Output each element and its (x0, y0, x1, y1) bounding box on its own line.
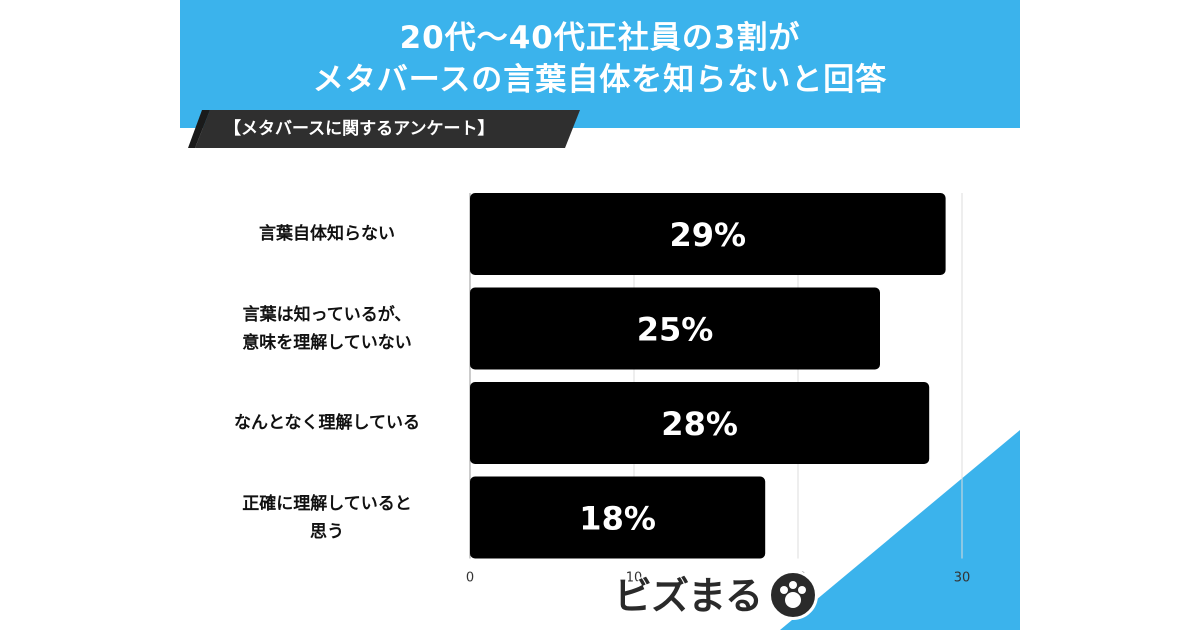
bar-value-label: 18% (579, 500, 656, 538)
bar-value-label: 29% (670, 216, 747, 254)
title-line-1: 20代〜40代正社員の3割が (399, 20, 801, 56)
category-label: 正確に理解していると 思う (192, 490, 462, 546)
category-label: 言葉自体知らない (192, 220, 462, 248)
category-label: 言葉は知っているが、 意味を理解していない (192, 301, 462, 357)
paw-icon (768, 570, 818, 620)
category-label-line: なんとなく理解している (234, 413, 420, 433)
bar-value-label: 25% (637, 311, 714, 349)
bar (470, 382, 930, 464)
category-label-line: 言葉自体知らない (259, 224, 395, 244)
x-tick-label: 10 (626, 571, 643, 586)
ribbon-label: 【メタバースに関するアンケート】 (224, 119, 495, 139)
brand-logo: ビズまる (614, 574, 763, 618)
corner-decoration (780, 430, 1020, 630)
category-label-line: 言葉は知っているが、 (242, 304, 412, 325)
category-label-line: 正確に理解していると (242, 493, 412, 514)
bar (470, 193, 946, 275)
bar (470, 287, 880, 370)
bar (470, 476, 766, 559)
ribbon-banner (188, 110, 580, 148)
category-label-line: 意味を理解していない (242, 332, 412, 353)
category-label: なんとなく理解している (192, 409, 462, 437)
bar-value-label: 28% (661, 405, 738, 443)
category-label-line: 思う (310, 521, 344, 542)
x-tick-label: 0 (466, 571, 474, 586)
x-tick-label: 30 (954, 571, 971, 586)
title-line-2: メタバースの言葉自体を知らないと回答 (312, 62, 888, 98)
header-banner: 20代〜40代正社員の3割が メタバースの言葉自体を知らないと回答 (180, 0, 1020, 128)
